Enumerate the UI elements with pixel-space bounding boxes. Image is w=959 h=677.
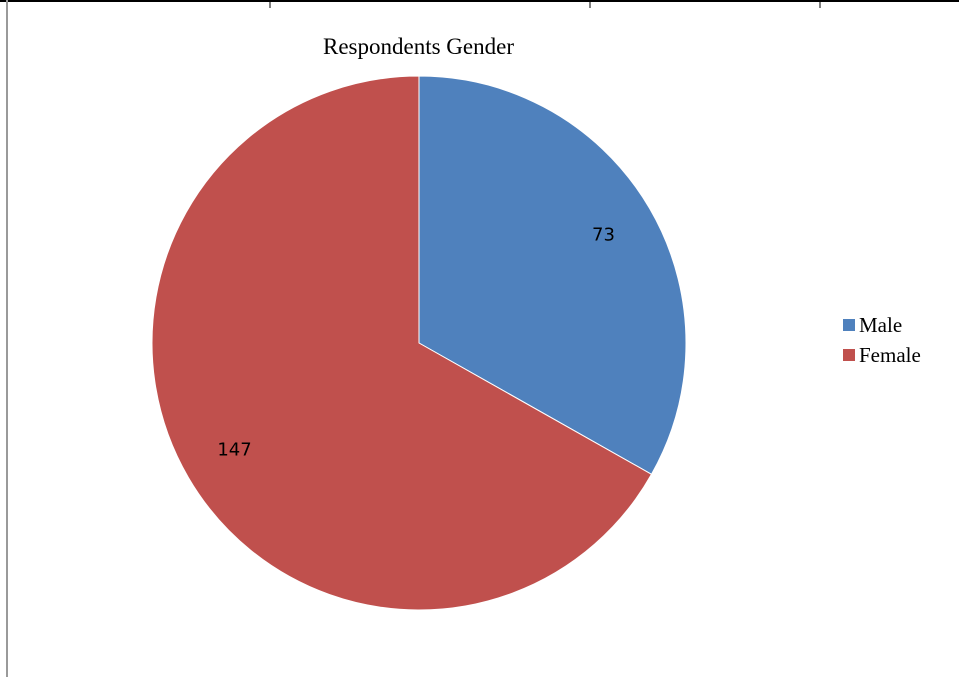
data-label-female: 147	[217, 440, 251, 461]
chart-legend: Male Female	[843, 311, 921, 371]
legend-swatch-male	[843, 319, 855, 331]
legend-swatch-female	[843, 349, 855, 361]
table-left-border	[6, 0, 8, 677]
legend-label-female: Female	[859, 342, 921, 367]
legend-item-male: Male	[843, 311, 921, 339]
pie-slice-female	[151, 75, 653, 611]
data-label-male: 73	[592, 224, 615, 245]
pie-slice-male	[418, 75, 687, 475]
legend-item-female: Female	[843, 341, 921, 369]
table-top-border	[0, 0, 959, 8]
chart-title: Respondents Gender	[323, 34, 514, 59]
legend-label-male: Male	[859, 312, 903, 337]
